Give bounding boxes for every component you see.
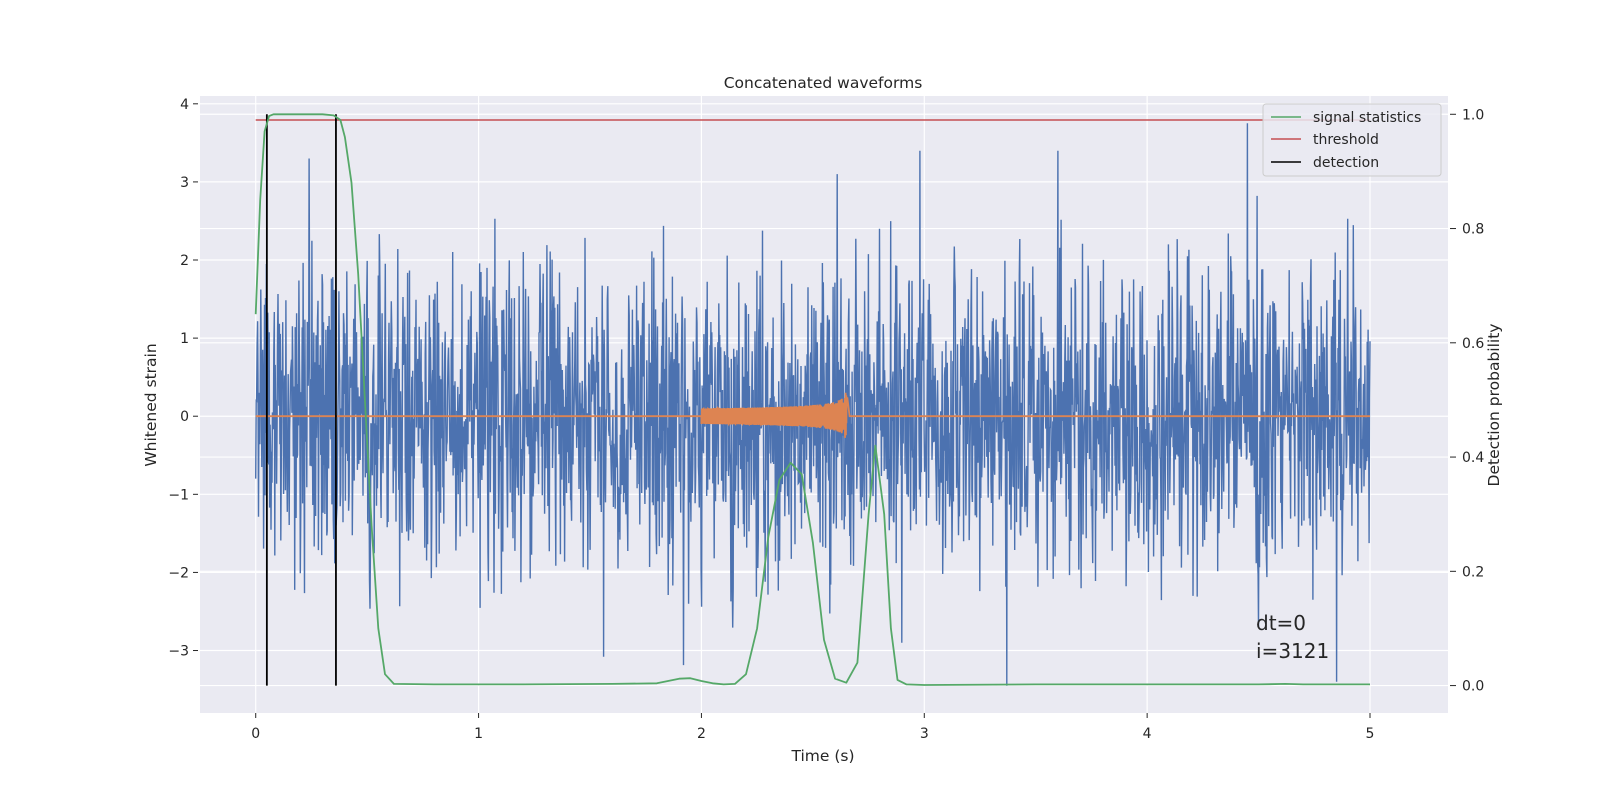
series <box>254 113 1371 686</box>
series-signal-statistics <box>254 113 1370 686</box>
y-tick-label: 2 <box>180 253 189 269</box>
legend-label-threshold: threshold <box>1313 132 1379 148</box>
y-tick-label: −1 <box>168 487 189 503</box>
x-tick-label: 3 <box>920 726 929 742</box>
x-tick-label: 5 <box>1366 726 1375 742</box>
annotation-index: i=3121 <box>1256 639 1329 663</box>
chart-title: Concatenated waveforms <box>724 74 923 92</box>
x-tick-label: 4 <box>1143 726 1152 742</box>
y2-tick-label: 0.6 <box>1462 336 1484 352</box>
y2-tick-label: 1.0 <box>1462 107 1484 123</box>
series-template-waveform <box>255 392 1370 438</box>
y-tick-label: 3 <box>180 175 189 191</box>
y2-axis-label: Detection probability <box>1485 324 1503 487</box>
series-whitened-strain <box>255 123 1371 686</box>
y2-tick-label: 0.4 <box>1462 450 1484 466</box>
legend-box <box>1262 103 1442 177</box>
x-tick-label: 1 <box>474 726 483 742</box>
y2-tick-label: 0.0 <box>1462 679 1484 695</box>
x-axis-label: Time (s) <box>790 747 854 765</box>
y-axis-label: Whitened strain <box>142 343 160 466</box>
legend-label-signal-statistics: signal statistics <box>1313 110 1421 126</box>
y-tick-label: 1 <box>180 331 189 347</box>
y-tick-label: 0 <box>180 409 189 425</box>
annotation-dt: dt=0 <box>1256 611 1306 635</box>
y2-tick-label: 0.8 <box>1462 222 1484 238</box>
x-tick-label: 0 <box>251 726 260 742</box>
x-tick-label: 2 <box>697 726 706 742</box>
y2-tick-label: 0.2 <box>1462 564 1484 580</box>
tick-labels: 0 1 2 3 4 5 4 3 2 1 0 −1 −2 −3 1.0 0.8 0.6 0.4 0.2 0.0 <box>168 97 1484 742</box>
y-tick-label: −3 <box>168 644 189 660</box>
y-tick-label: 4 <box>180 97 189 113</box>
legend-label-detection: detection <box>1313 155 1379 171</box>
legend: signal statistics threshold detection <box>1262 103 1442 177</box>
y-tick-label: −2 <box>168 565 189 581</box>
